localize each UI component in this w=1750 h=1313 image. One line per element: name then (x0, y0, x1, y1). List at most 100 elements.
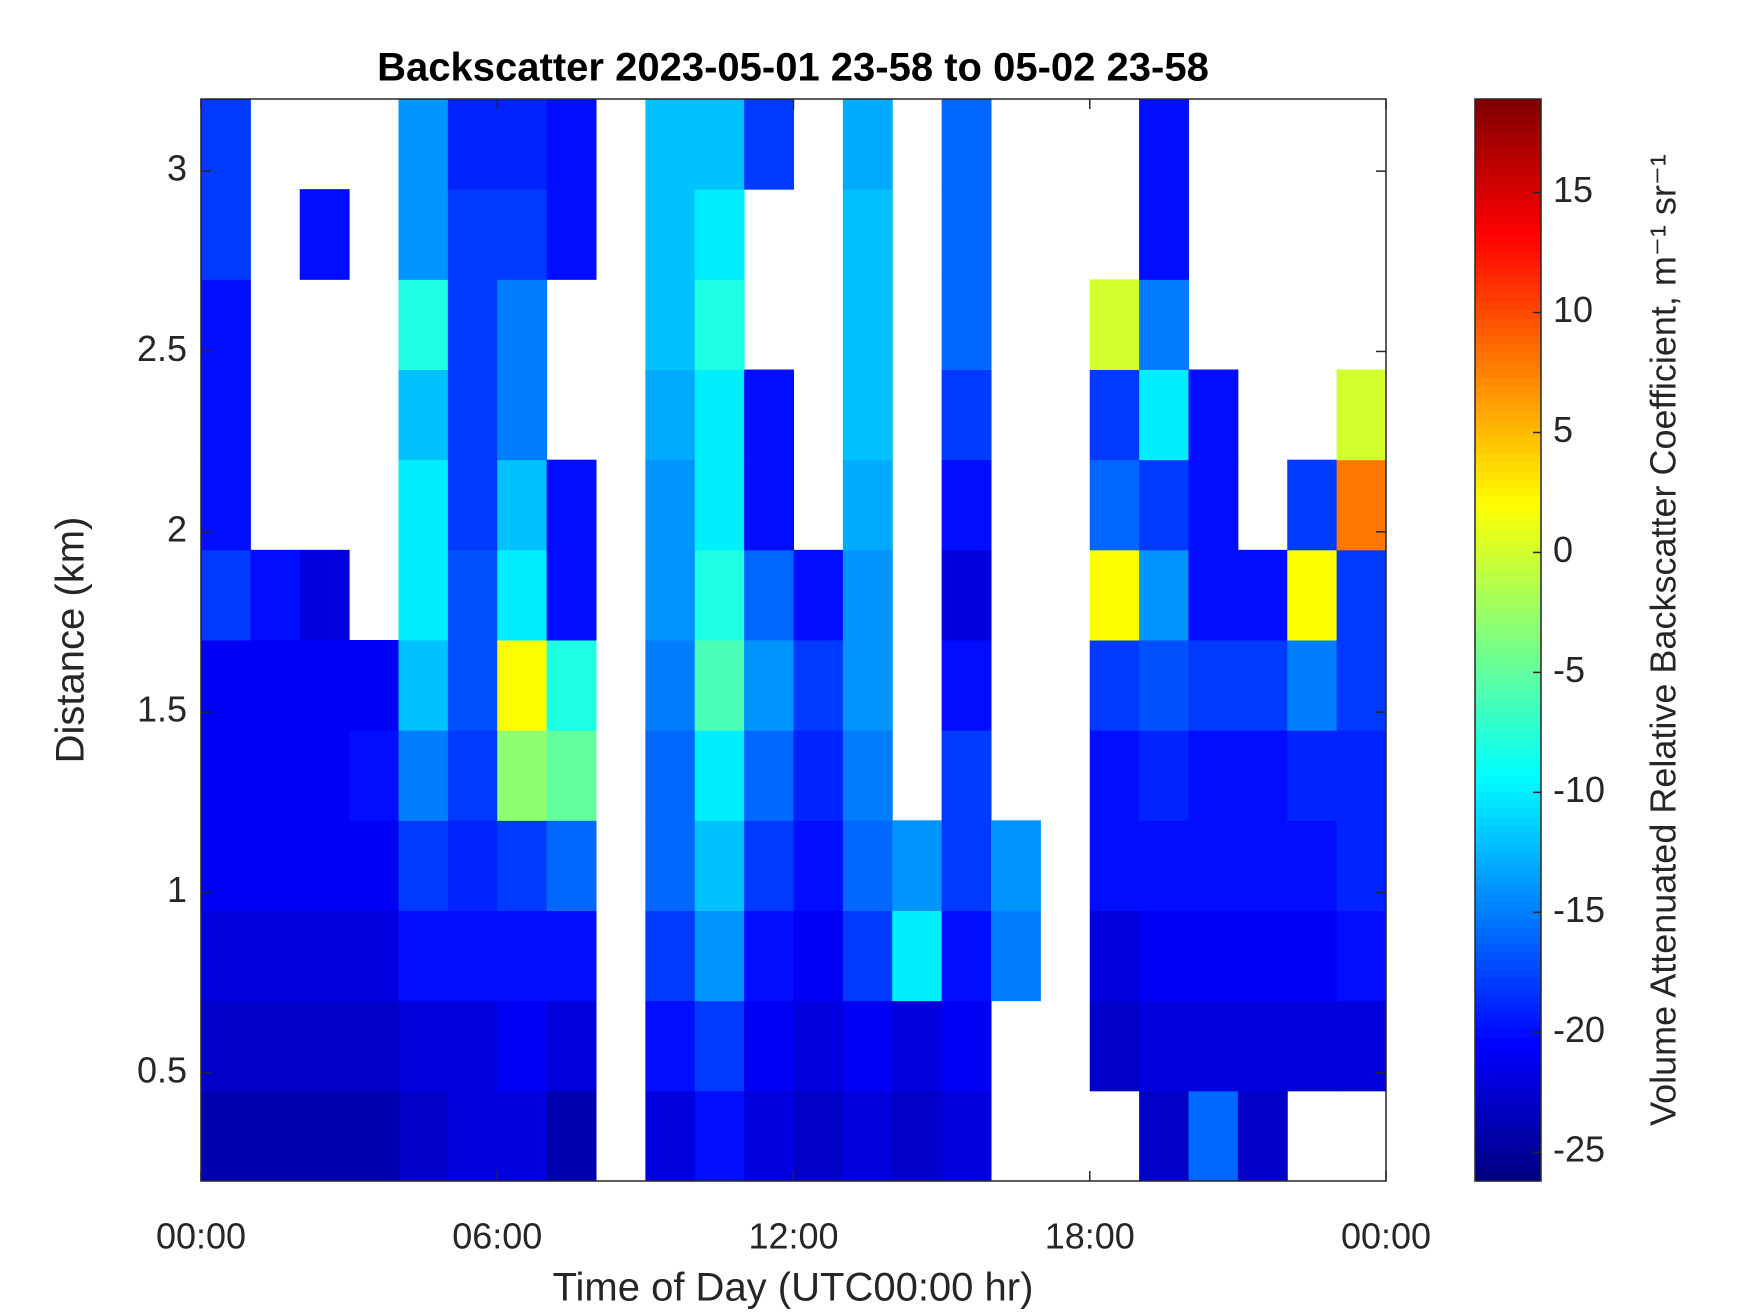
colorbar-tick-label: 10 (1553, 289, 1593, 330)
heat-cell (941, 189, 992, 280)
heat-cell (842, 1090, 893, 1182)
heat-cell (645, 99, 696, 190)
colorbar-segment (1475, 504, 1541, 514)
colorbar-segment (1475, 563, 1541, 573)
heat-cell (793, 730, 844, 821)
heat-cell (398, 1090, 449, 1182)
heat-cell (201, 730, 251, 821)
x-axis-label: Time of Day (UTC00:00 hr) (553, 1266, 1034, 1310)
heat-cell (1237, 640, 1288, 731)
colorbar-segment (1475, 1020, 1541, 1030)
colorbar-segment (1475, 775, 1541, 785)
colorbar-segment (1475, 623, 1541, 633)
heat-cell (250, 910, 301, 1002)
colorbar-segment (1475, 310, 1541, 320)
colorbar-segment (1475, 538, 1541, 548)
colorbar-segment (1475, 707, 1541, 717)
colorbar-segment (1475, 800, 1541, 810)
heat-cell (1287, 820, 1338, 911)
colorbar-segment (1475, 732, 1541, 743)
heat-cell (645, 189, 696, 280)
heat-cell (201, 640, 251, 731)
heat-cell (1336, 1000, 1387, 1092)
colorbar-segment (1475, 783, 1541, 793)
heat-cell (941, 1090, 992, 1182)
colorbar-segment (1475, 217, 1541, 227)
heat-cell (694, 730, 745, 821)
heat-cell (645, 369, 696, 461)
colorbar-segment (1475, 479, 1541, 489)
heat-cell (1089, 279, 1140, 370)
colorbar-tick-label: -20 (1553, 1009, 1605, 1050)
heat-cell (1188, 549, 1239, 641)
colorbar-segment (1475, 132, 1541, 142)
heat-cell (694, 1000, 745, 1092)
colorbar-segment (1475, 969, 1541, 979)
heat-cell (299, 820, 350, 911)
heat-cell (546, 99, 597, 190)
colorbar-segment (1475, 166, 1541, 176)
heat-cell (546, 1000, 597, 1092)
colorbar-segment (1475, 208, 1541, 218)
heat-cell (398, 640, 449, 731)
heat-cell (1237, 820, 1288, 911)
heat-cell (1188, 640, 1239, 731)
heat-cell (1237, 1090, 1288, 1182)
heat-cell (744, 910, 794, 1002)
heat-cell (497, 1090, 548, 1182)
heat-cell (941, 99, 992, 190)
x-tick-label: 18:00 (1045, 1216, 1135, 1257)
colorbar-segment (1475, 944, 1541, 954)
heat-cell (694, 910, 745, 1002)
heat-cell (299, 640, 350, 731)
y-tick-label: 3 (167, 148, 187, 189)
heat-cell (447, 99, 498, 190)
colorbar-segment (1475, 1155, 1541, 1165)
heat-cell (892, 910, 943, 1002)
heat-cell (201, 279, 251, 370)
colorbar-segment (1475, 868, 1541, 878)
heat-cell (447, 640, 498, 731)
colorbar-segment (1475, 445, 1541, 455)
heat-cell (497, 730, 548, 821)
colorbar-segment (1475, 631, 1541, 641)
heat-cell (546, 1090, 597, 1182)
heat-cell (941, 910, 992, 1002)
heat-cell (793, 1090, 844, 1182)
colorbar-segment (1475, 344, 1541, 354)
heat-cell (349, 730, 399, 821)
colorbar-segment (1475, 335, 1541, 345)
x-tick-label: 00:00 (156, 1216, 246, 1257)
heat-cell (694, 640, 745, 731)
heat-cell (546, 820, 597, 911)
heat-cell (1139, 549, 1189, 641)
heat-cell (546, 549, 597, 641)
colorbar-segment (1475, 124, 1541, 134)
heat-cell (299, 730, 350, 821)
heat-cell (1089, 820, 1140, 911)
colorbar-segment (1475, 1079, 1541, 1089)
heat-cell (1237, 730, 1288, 821)
heat-cell (447, 910, 498, 1002)
heat-cell (1139, 1000, 1189, 1092)
heat-cell (398, 189, 449, 280)
heat-cell (447, 549, 498, 641)
colorbar-segment (1475, 1011, 1541, 1021)
colorbar-tick-label: -5 (1553, 649, 1585, 690)
colorbar-segment (1475, 978, 1541, 988)
colorbar-segment (1475, 1045, 1541, 1055)
y-tick-label: 2.5 (137, 328, 187, 369)
colorbar-segment (1475, 428, 1541, 438)
heat-cell (201, 549, 251, 641)
colorbar-segment (1475, 1037, 1541, 1047)
colorbar-segment (1475, 149, 1541, 159)
x-tick-label: 12:00 (748, 1216, 838, 1257)
heat-cell (299, 910, 350, 1002)
heat-cell (497, 910, 548, 1002)
heat-cell (694, 279, 745, 370)
heat-cell (941, 369, 992, 461)
heat-cell (941, 279, 992, 370)
heat-cell (645, 820, 696, 911)
heat-cell (694, 99, 745, 190)
colorbar-segment (1475, 225, 1541, 235)
